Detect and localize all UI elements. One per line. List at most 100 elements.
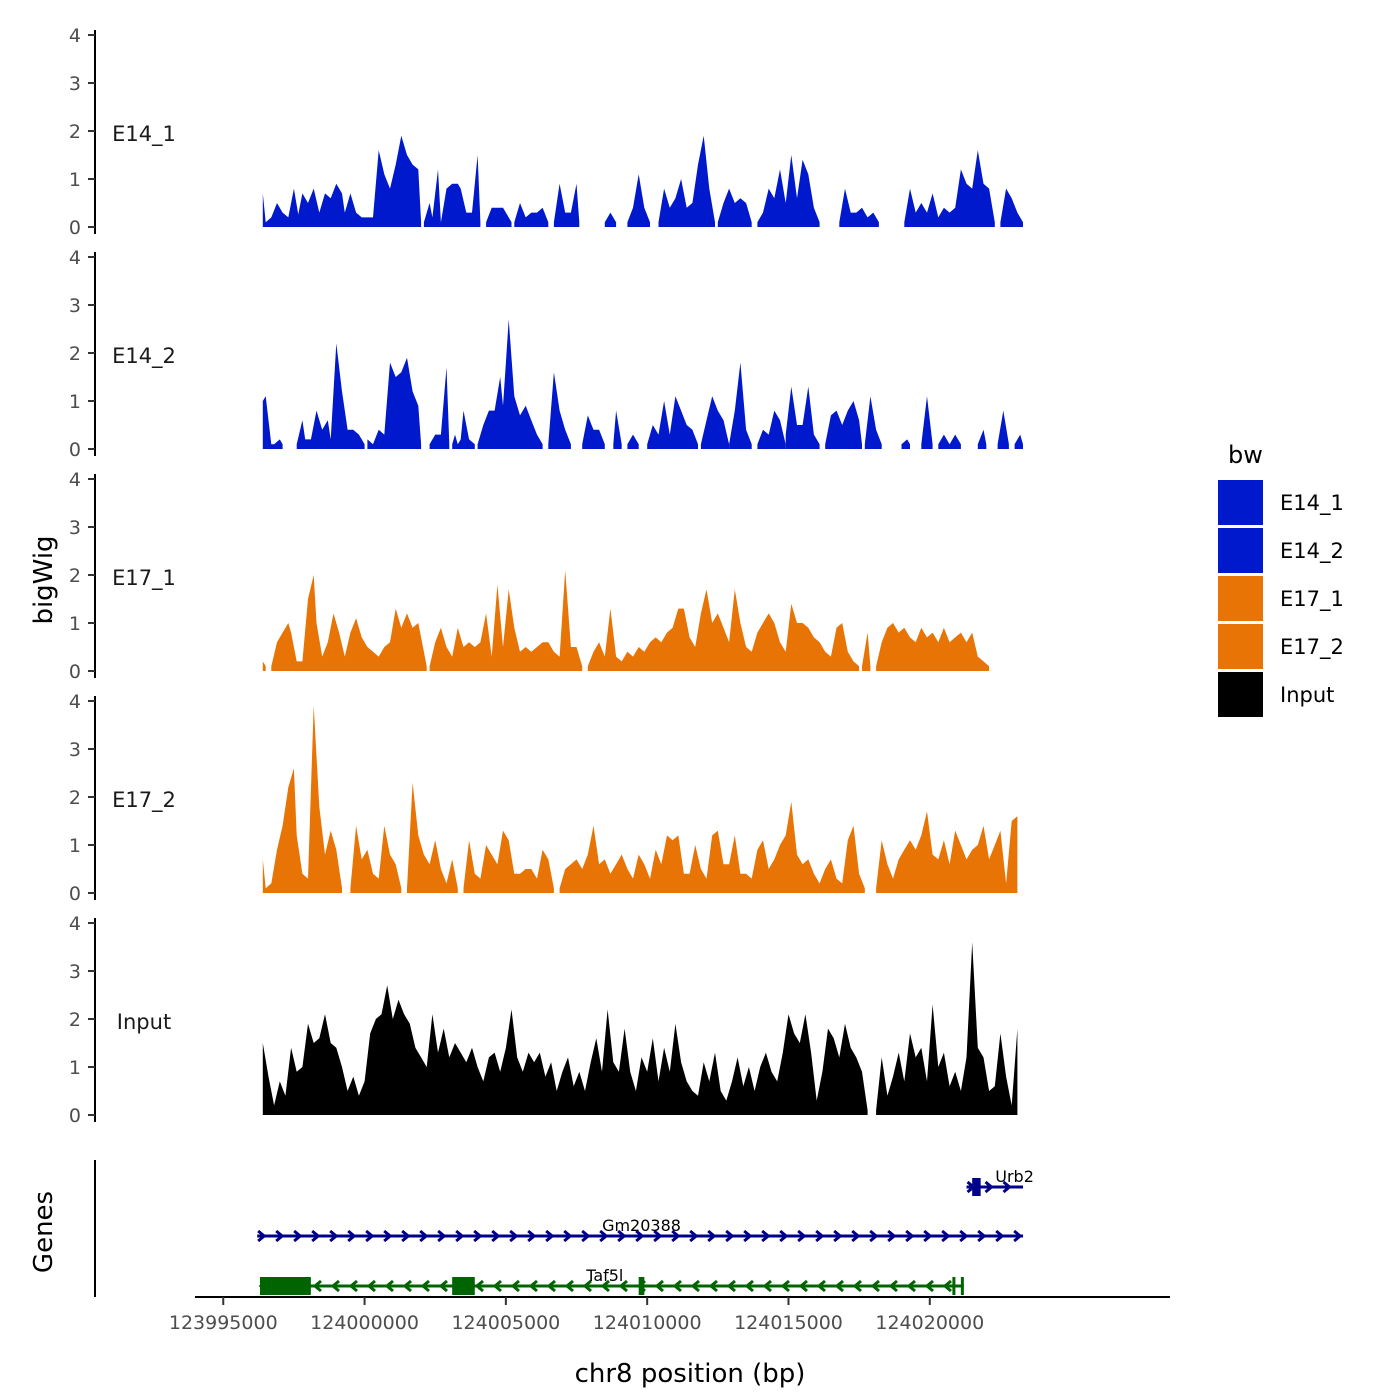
exon (960, 1277, 964, 1295)
exon (952, 1277, 956, 1295)
y-tick-label: 1 (69, 1057, 81, 1079)
strand-chevron (293, 1229, 303, 1243)
strand-chevron (653, 1229, 663, 1243)
coverage-area (367, 357, 422, 449)
coverage-area (901, 439, 910, 449)
y-tick-label: 0 (69, 439, 81, 461)
track-label-E14_1: E14_1 (112, 122, 176, 147)
coverage-area (839, 188, 879, 227)
coverage-area (658, 135, 715, 227)
strand-chevron (527, 1229, 537, 1243)
legend-swatch-E17_2 (1218, 624, 1263, 669)
strand-chevron (816, 1279, 826, 1293)
strand-chevron (654, 1279, 664, 1293)
coverage-area (587, 589, 860, 671)
coverage-area (407, 782, 458, 893)
strand-chevron (690, 1279, 700, 1293)
y-tick-label: 0 (69, 661, 81, 683)
legend-label-E17_1: E17_1 (1280, 587, 1344, 612)
strand-chevron (888, 1279, 898, 1293)
y-tick-label: 3 (69, 73, 81, 95)
strand-chevron (797, 1229, 807, 1243)
strand-chevron (509, 1229, 519, 1243)
coverage-area (429, 570, 583, 671)
coverage-area (876, 811, 1018, 893)
y-tick-label: 2 (69, 565, 81, 587)
coverage-area (559, 801, 865, 893)
legend-swatch-E14_2 (1218, 528, 1263, 573)
y-tick-label: 3 (69, 961, 81, 983)
strand-chevron (924, 1279, 934, 1293)
legend-swatch-Input (1218, 672, 1263, 717)
legend-label-E17_2: E17_2 (1280, 635, 1344, 660)
strand-chevron (635, 1229, 645, 1243)
track-E14_1: 0 1 2 3 4 E14_1 (69, 25, 1023, 239)
exon (260, 1277, 311, 1295)
strand-chevron (941, 1229, 951, 1243)
strand-chevron (311, 1229, 321, 1243)
y-axis-title: bigWig (29, 535, 59, 624)
track-E14_2: 0 1 2 3 4 E14_2 (69, 247, 1023, 461)
y-tick-label: 1 (69, 169, 81, 191)
track-label-E14_2: E14_2 (112, 344, 176, 369)
gene-label-Urb2: Urb2 (995, 1167, 1034, 1186)
strand-chevron (581, 1229, 591, 1243)
coverage-area (262, 705, 342, 893)
track-label-Input: Input (117, 1010, 171, 1034)
strand-chevron (923, 1229, 933, 1243)
strand-chevron (545, 1229, 555, 1243)
coverage-area (1014, 434, 1023, 449)
strand-chevron (366, 1279, 376, 1293)
gene-annotation-track: Urb2 Gm20388 Taf5l (94, 1160, 1034, 1297)
coverage-area (514, 203, 549, 227)
strand-chevron (834, 1279, 844, 1293)
y-tick-label: 1 (69, 613, 81, 635)
strand-chevron (707, 1229, 717, 1243)
coverage-area (262, 188, 300, 227)
strand-chevron (725, 1229, 735, 1243)
coverage-area (271, 575, 427, 671)
strand-chevron (1013, 1229, 1023, 1243)
strand-chevron (330, 1279, 340, 1293)
coverage-area (262, 661, 266, 671)
y-tick-label: 4 (69, 469, 81, 491)
exon (972, 1178, 981, 1196)
y-tick-label: 4 (69, 913, 81, 935)
legend: bw E14_1 E14_2 E17_1 E17_2 Input (1218, 441, 1344, 717)
exon (452, 1277, 475, 1295)
strand-chevron (798, 1279, 808, 1293)
strand-chevron (672, 1279, 682, 1293)
coverage-area (463, 830, 554, 893)
strand-chevron (869, 1229, 879, 1243)
coverage-area (548, 372, 571, 449)
coverage-area (296, 343, 365, 449)
x-tick-label: 124020000 (875, 1312, 984, 1334)
coverage-area (729, 362, 752, 449)
coverage-area (938, 434, 961, 449)
strand-chevron (671, 1229, 681, 1243)
coverage-area (262, 396, 283, 449)
strand-chevron (402, 1279, 412, 1293)
strand-chevron (870, 1279, 880, 1293)
strand-chevron (600, 1279, 610, 1293)
y-tick-label: 1 (69, 835, 81, 857)
coverage-area (876, 942, 1018, 1115)
x-tick-label: 124005000 (451, 1312, 560, 1334)
y-tick-label: 3 (69, 295, 81, 317)
legend-swatch-E14_1 (1218, 480, 1263, 525)
y-tick-label: 1 (69, 391, 81, 413)
strand-chevron (780, 1279, 790, 1293)
x-axis-title: chr8 position (bp) (575, 1359, 806, 1389)
strand-chevron (348, 1279, 358, 1293)
legend-title: bw (1228, 441, 1263, 469)
y-tick-label: 3 (69, 739, 81, 761)
strand-chevron (852, 1279, 862, 1293)
coverage-area (647, 396, 698, 449)
track-E17_2: 0 1 2 3 4 E17_2 (69, 691, 1018, 905)
strand-chevron (563, 1229, 573, 1243)
exon (638, 1277, 645, 1295)
strand-chevron (329, 1229, 339, 1243)
strand-chevron (744, 1279, 754, 1293)
y-tick-label: 3 (69, 517, 81, 539)
strand-chevron (942, 1279, 952, 1293)
